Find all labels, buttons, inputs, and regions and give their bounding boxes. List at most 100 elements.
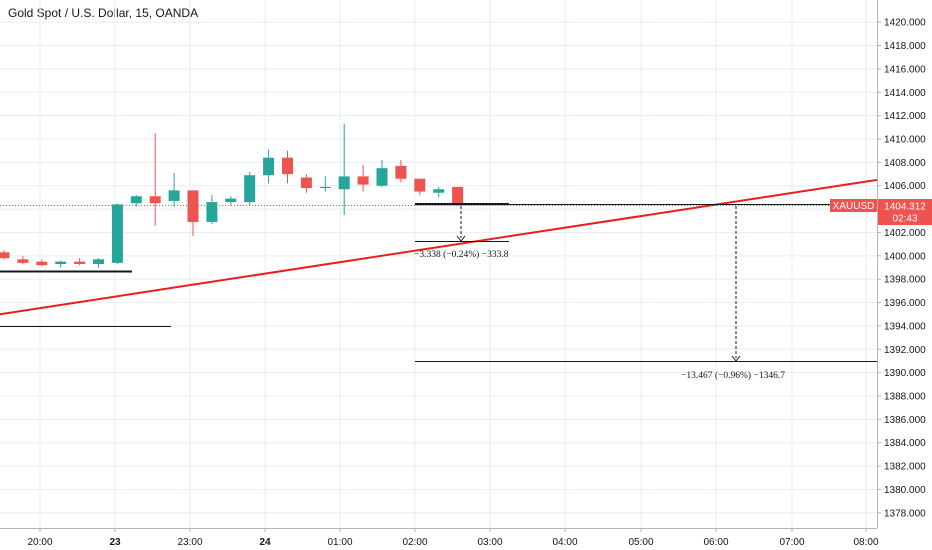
- candle-body: [319, 186, 331, 189]
- candle: [244, 171, 256, 206]
- y-tick-label: 1410.000: [884, 135, 926, 146]
- price-tag-value: 1404.312: [884, 202, 926, 213]
- candle: [0, 249, 10, 260]
- drawings: −3.338 (−0.24%) −333.8 −13.467 (−0.96%) −…: [0, 178, 878, 381]
- candle-body: [225, 198, 237, 203]
- candle: [433, 186, 445, 198]
- candle: [93, 258, 104, 268]
- y-tick-label: 1382.000: [884, 462, 926, 473]
- y-tick-label: 1402.000: [884, 228, 926, 239]
- y-tick-label: 1390.000: [884, 368, 926, 379]
- candle-body: [187, 190, 199, 222]
- candle-body: [433, 189, 445, 193]
- x-tick-label: 01:00: [327, 537, 352, 548]
- x-tick-label: 05:00: [628, 537, 653, 548]
- candle: [319, 176, 331, 192]
- y-tick-label: 1380.000: [884, 485, 926, 496]
- candle: [338, 123, 350, 215]
- y-tick-label: 1386.000: [884, 415, 926, 426]
- x-tick-label: 23:00: [177, 537, 202, 548]
- candle-body: [111, 204, 123, 263]
- candle: [36, 259, 48, 267]
- symbol-tag: [830, 199, 877, 212]
- grid: [0, 0, 877, 528]
- candle: [17, 255, 29, 264]
- candle-body: [282, 157, 293, 175]
- y-tick-label: 1394.000: [884, 321, 926, 332]
- x-tick-label: 06:00: [703, 537, 728, 548]
- candle-body: [130, 196, 142, 204]
- y-tick-label: 1420.000: [884, 18, 926, 29]
- y-tick-label: 1416.000: [884, 64, 926, 75]
- candles: [0, 123, 464, 268]
- y-tick-label: 1384.000: [884, 438, 926, 449]
- candle: [414, 178, 426, 196]
- candle-body: [149, 196, 161, 204]
- short-measure-label: −3.338 (−0.24%) −333.8: [414, 249, 509, 260]
- x-tick-label: 20:00: [27, 537, 52, 548]
- candle-body: [93, 259, 104, 264]
- horizontal-lines: [0, 270, 171, 327]
- candle: [282, 150, 293, 184]
- measure-arrow-head: [456, 235, 466, 242]
- candle-body: [338, 176, 350, 190]
- candle: [376, 160, 388, 187]
- candle-body: [206, 202, 218, 222]
- y-tick-label: 1414.000: [884, 88, 926, 99]
- candle-body: [168, 190, 180, 201]
- y-tick-label: 1378.000: [884, 508, 926, 519]
- y-tick-label: 1412.000: [884, 111, 926, 122]
- y-tick-label: 1396.000: [884, 298, 926, 309]
- y-tick-label: 1400.000: [884, 251, 926, 262]
- x-tick-label: 23: [109, 537, 121, 548]
- candle: [357, 164, 369, 192]
- candle: [55, 260, 67, 268]
- candle: [395, 160, 407, 183]
- candle-body: [55, 261, 67, 264]
- y-tick-label: 1406.000: [884, 181, 926, 192]
- long-measure-label: −13.467 (−0.96%) −1346.7: [681, 370, 785, 381]
- candle-body: [300, 177, 312, 189]
- long-measure-arrow-head: [731, 355, 741, 362]
- y-tick-label: 1398.000: [884, 275, 926, 286]
- candle: [452, 186, 464, 206]
- x-tick-label: 07:00: [779, 537, 804, 548]
- candle-body: [263, 157, 275, 176]
- price-tag-countdown: 02:43: [892, 214, 917, 225]
- candle-body: [36, 261, 48, 266]
- candle-body: [395, 165, 407, 179]
- candle: [149, 133, 161, 226]
- candle-body: [244, 175, 256, 203]
- candle: [263, 149, 275, 184]
- candle-body: [17, 259, 29, 263]
- candle-body: [452, 186, 464, 206]
- x-tick-label: 08:00: [853, 537, 878, 548]
- price-tag-box: [878, 199, 932, 225]
- candle: [225, 196, 237, 206]
- candle-body: [0, 252, 10, 259]
- y-tick-label: 1408.000: [884, 158, 926, 169]
- x-tick-label: 04:00: [552, 537, 577, 548]
- chart-title: Gold Spot / U.S. Dollar, 15, OANDA: [8, 6, 199, 20]
- candle-body: [414, 178, 426, 192]
- candle: [130, 195, 142, 207]
- y-tick-label: 1392.000: [884, 345, 926, 356]
- y-tick-label: 1388.000: [884, 392, 926, 403]
- x-tick-label: 02:00: [402, 537, 427, 548]
- x-tick-label: 03:00: [477, 537, 502, 548]
- candle: [111, 203, 123, 264]
- y-tick-label: 1418.000: [884, 41, 926, 52]
- x-tick-label: 24: [259, 537, 271, 548]
- candle-body: [74, 261, 86, 264]
- candle-body: [357, 176, 369, 185]
- candle: [300, 174, 312, 193]
- candle: [168, 172, 180, 207]
- candle-body: [376, 168, 388, 186]
- trend-line: [0, 178, 878, 316]
- candle: [74, 258, 86, 266]
- symbol-tag-label: XAUUSD: [833, 201, 875, 212]
- candle: [206, 195, 218, 225]
